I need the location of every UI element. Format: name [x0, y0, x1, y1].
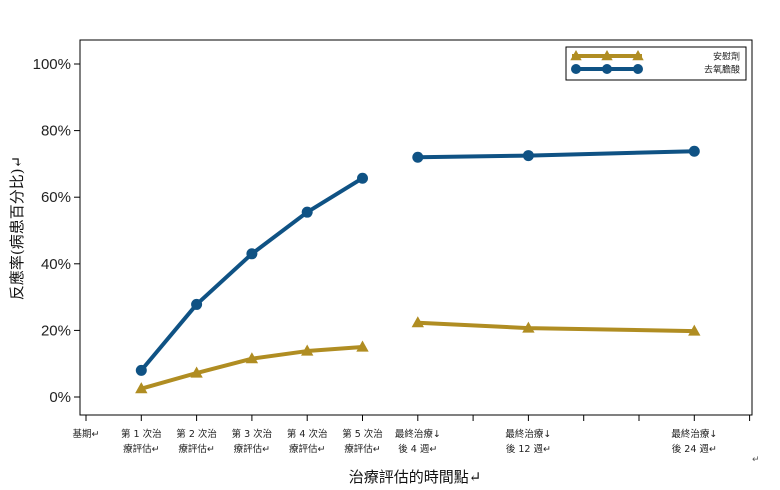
series-layer	[135, 145, 701, 394]
data-point	[245, 352, 259, 364]
data-point	[190, 366, 203, 378]
x-tick-label: 第 4 次治	[287, 428, 328, 440]
x-tick-label: 療評估↵	[234, 443, 270, 455]
legend-box	[565, 46, 747, 81]
x-tick-label: 最終治療↓	[395, 428, 441, 440]
data-point	[522, 321, 535, 333]
y-axis: 0% 20% 40% 60% 80% 100%	[33, 56, 80, 406]
series-placebo	[135, 316, 701, 394]
legend-marker	[633, 64, 643, 74]
x-tick-label: 療評估↵	[289, 443, 325, 455]
x-tick-label: 療評估↵	[178, 443, 214, 455]
legend-entry: 去氧膽酸	[571, 64, 740, 76]
x-tick-label: 第 1 次治	[121, 428, 162, 440]
legend-label: 安慰劑	[713, 51, 740, 63]
series-deoxycholic-acid	[135, 145, 700, 376]
x-axis-title: 治療評估的時間點↵	[349, 468, 482, 486]
y-axis-title: 反應率(病患百分比)↵	[8, 156, 26, 300]
data-point	[301, 206, 313, 218]
data-point	[688, 324, 701, 336]
y-tick-label: 80%	[41, 123, 71, 140]
data-point	[411, 316, 424, 328]
data-point	[135, 364, 147, 376]
data-point	[135, 382, 148, 394]
data-point	[356, 340, 369, 352]
x-tick-label: 後 24 週↵	[672, 443, 717, 455]
y-tick-label: 100%	[33, 56, 71, 73]
x-tick-label: 第 5 次治	[342, 428, 383, 440]
y-tick-label: 40%	[41, 256, 71, 273]
x-tick-label: 最終治療↓	[505, 428, 551, 440]
legend-marker	[602, 64, 612, 74]
legend-marker	[570, 50, 582, 61]
legend-label: 去氧膽酸	[704, 64, 740, 76]
x-tick-label: 療評估↵	[123, 443, 159, 455]
data-point	[522, 150, 534, 162]
legend-marker	[601, 50, 613, 61]
data-point	[412, 151, 424, 163]
x-tick-label: 基期↵	[73, 428, 100, 440]
y-tick-label: 20%	[41, 322, 71, 339]
y-tick-label: 60%	[41, 189, 71, 206]
data-point	[688, 145, 700, 157]
x-tick-label: 第 2 次治	[176, 428, 217, 440]
stray-mark: ↵	[752, 455, 760, 465]
legend-marker	[632, 50, 644, 61]
plot-area	[79, 39, 753, 416]
x-tick-label: 第 3 次治	[232, 428, 273, 440]
data-point	[357, 172, 368, 184]
x-tick-label: 後 12 週↵	[506, 443, 551, 455]
legend-marker	[571, 64, 581, 74]
data-point	[301, 344, 314, 356]
legend-entry: 安慰劑	[570, 50, 740, 63]
data-point	[191, 298, 203, 310]
y-tick-label: 0%	[49, 389, 71, 406]
x-tick-label: 後 4 週↵	[398, 443, 437, 455]
data-point	[246, 248, 258, 260]
x-tick-label: 最終治療↓	[671, 428, 717, 440]
x-tick-label: 療評估↵	[344, 443, 380, 455]
